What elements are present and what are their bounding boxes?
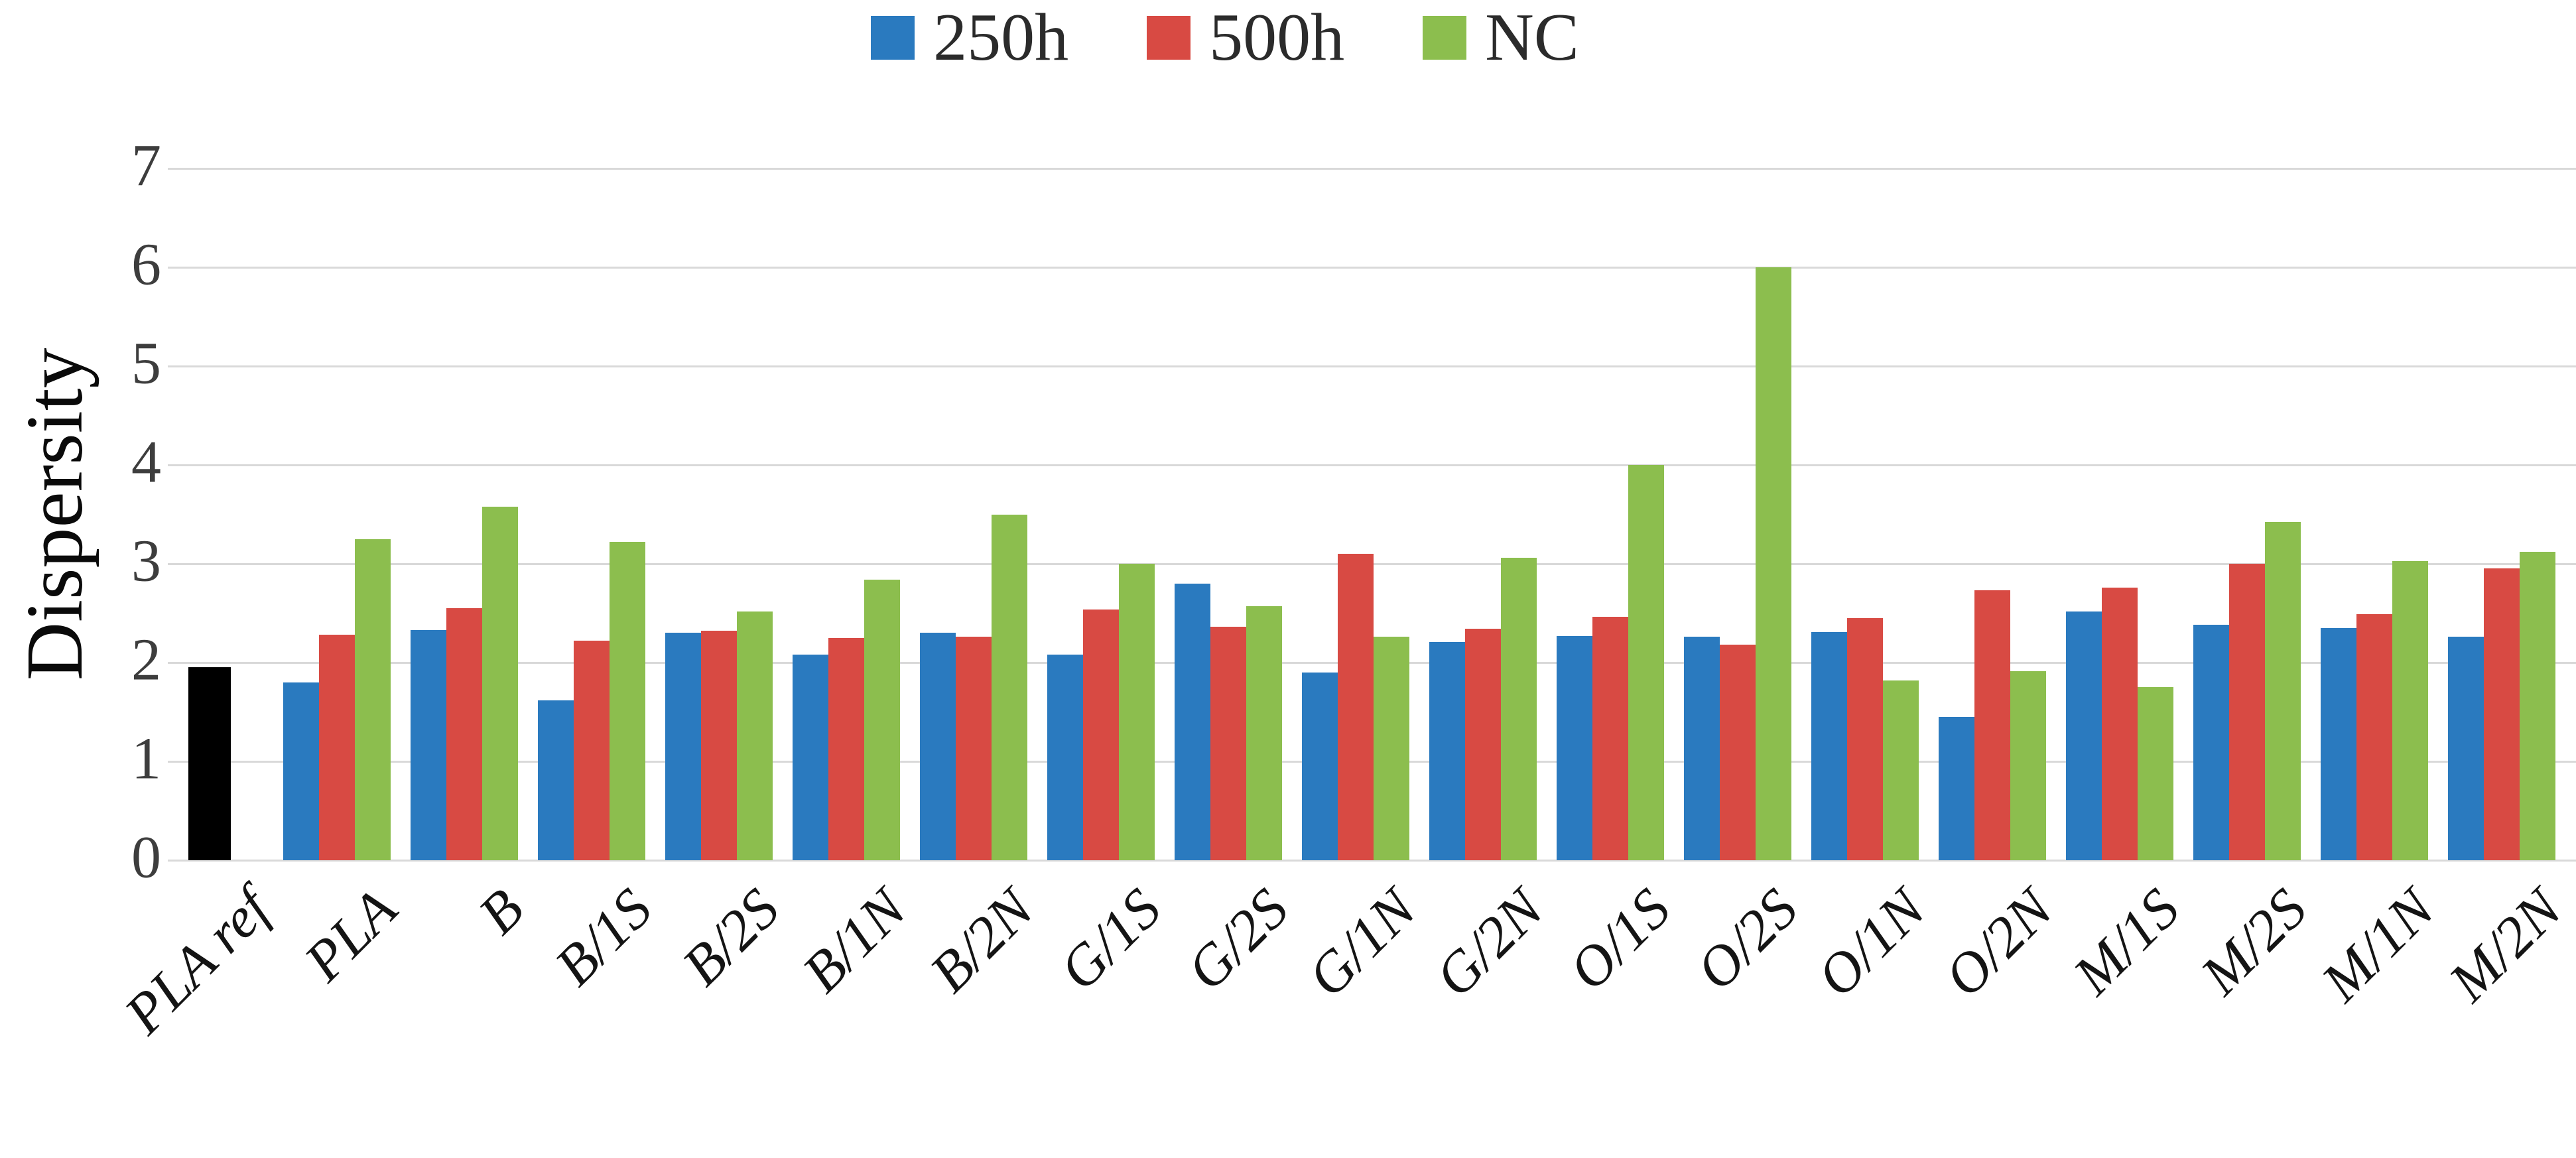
gridline-y7 [168,168,2576,170]
x-axis-label: M/2N [2436,876,2574,1013]
bar-250h-M-1S [2066,611,2102,860]
bar-500h-M-2S [2229,564,2265,860]
bar-500h-O-1S [1592,617,1628,860]
bar-500h-O-1N [1847,617,1883,860]
bar-500h-O-2N [1974,590,2010,860]
bar-NC-B-2N [992,514,1027,860]
bar-NC-G-1N [1374,637,1409,860]
bar-250h-G-2N [1429,641,1465,860]
legend-label-250h: 250h [933,0,1069,75]
x-axis-label: O/1N [1804,876,1937,1009]
bar-NC-B-2S [737,611,773,860]
legend: 250h 500h NC [0,4,2513,72]
bar-NC-B-1S [610,542,645,860]
bar-250h-M-2N [2448,637,2484,860]
bar-250h-B-2S [665,633,701,860]
bar-250h-G-1N [1302,672,1338,860]
bar-NC-G-2N [1501,558,1537,860]
bar-500h-M-1S [2102,587,2138,860]
x-axis-label: PLA ref [111,876,282,1046]
legend-item-500h: 500h [1147,4,1344,72]
bar-250h-O-1N [1811,631,1847,860]
bar-NC-G-2S [1246,606,1282,860]
x-axis-label: PLA [292,876,409,994]
gridline-y5 [168,365,2576,367]
bar-500h-M-1N [2356,613,2392,860]
x-axis-label: G/2S [1174,876,1301,1002]
x-axis-label: B/2S [669,876,791,998]
y-axis-tick-label: 2 [131,627,161,693]
bar-500h-B [446,608,482,860]
x-axis-label: M/1S [2061,876,2192,1007]
gridline-y0 [168,860,2576,862]
y-axis-tick-label: 7 [131,133,161,199]
bar-250h-B-1N [793,655,828,860]
bar-250h-B-1S [538,700,574,860]
bar-500h-G-2S [1210,627,1246,860]
bar-500h-G-1S [1083,609,1119,860]
legend-item-nc: NC [1423,4,1579,72]
bar-NC-M-1S [2138,687,2173,860]
bar-500h-G-1N [1338,554,1374,860]
bar-NC-B [482,506,518,860]
x-axis-label: B [466,876,537,946]
x-axis-label: M/1N [2309,876,2447,1013]
x-axis-label: G/1N [1295,876,1428,1009]
bar-500h-M-2N [2484,568,2520,860]
bar-250h-B [411,629,446,860]
x-axis-label: B/1N [790,876,919,1005]
bar-250h-M-1N [2321,627,2356,860]
bar-NC-O-1S [1628,465,1664,860]
bar-reference-PLA-ref [188,667,231,860]
bar-NC-PLA [355,539,391,860]
bar-250h-G-2S [1175,583,1210,860]
x-axis-label: B/1S [542,876,664,998]
legend-item-250h: 250h [871,4,1068,72]
bar-500h-B-1S [574,641,610,860]
legend-label-nc: NC [1485,0,1579,75]
bar-250h-O-2S [1684,637,1720,860]
bar-500h-B-1N [828,637,864,860]
bar-250h-G-1S [1047,655,1083,860]
x-axis-label: O/2S [1683,876,1810,1002]
legend-swatch-500h-icon [1147,16,1191,60]
x-axis-label: M/2S [2189,876,2319,1007]
y-axis-tick-label: 5 [131,330,161,397]
y-axis-tick-label: 3 [131,528,161,594]
bar-250h-O-1S [1557,635,1592,860]
bar-250h-B-2N [920,633,956,860]
legend-swatch-250h-icon [871,16,915,60]
x-axis-label: G/1S [1047,876,1173,1002]
legend-label-500h: 500h [1209,0,1345,75]
bar-500h-G-2N [1465,629,1501,860]
bar-NC-G-1S [1119,564,1155,860]
bar-NC-O-2S [1756,267,1791,860]
gridline-y4 [168,464,2576,466]
bar-NC-M-2N [2520,552,2555,860]
bar-500h-PLA [319,635,355,860]
bar-NC-M-2S [2265,522,2301,860]
bar-500h-B-2S [701,631,737,860]
bar-250h-PLA [283,682,319,860]
bar-250h-O-2N [1939,716,1974,860]
bar-NC-O-1N [1883,680,1919,860]
y-axis-tick-label: 6 [131,231,161,298]
x-axis-label: O/2N [1931,876,2065,1009]
bar-NC-M-1N [2392,560,2428,860]
bar-250h-M-2S [2193,625,2229,860]
legend-swatch-nc-icon [1423,16,1467,60]
x-axis-label: O/1S [1556,876,1683,1002]
y-axis-tick-label: 0 [131,824,161,891]
y-axis-tick-label: 1 [131,726,161,792]
x-axis-label: G/2N [1422,876,1555,1009]
bar-NC-O-2N [2010,671,2046,860]
bar-500h-O-2S [1720,645,1756,860]
x-axis-label: B/2N [917,876,1046,1005]
gridline-y6 [168,267,2576,269]
y-axis-tick-label: 4 [131,429,161,495]
bar-NC-B-1N [864,579,900,860]
bar-500h-B-2N [956,637,992,860]
